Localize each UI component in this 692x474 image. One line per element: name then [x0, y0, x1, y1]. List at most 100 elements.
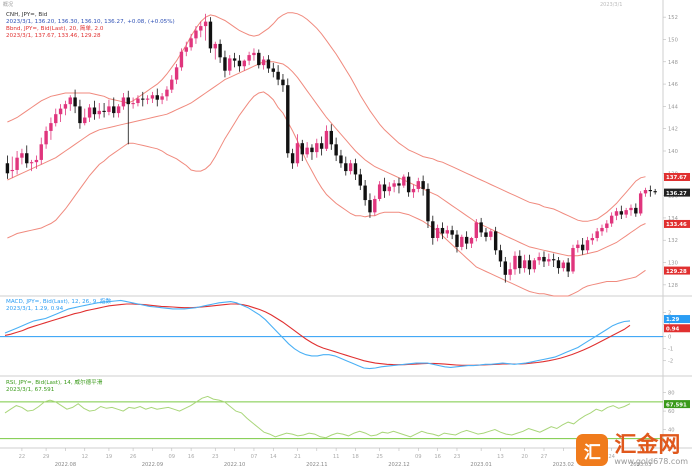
price-ytick-label-3: 134	[668, 216, 679, 222]
candle-body-28	[141, 98, 145, 100]
candle-body-114	[556, 260, 561, 269]
x-tick-label-15: 11	[333, 454, 340, 460]
watermark-url: www.gold678.com	[614, 456, 688, 466]
candle-body-19	[97, 110, 101, 115]
price-legend-4: 2023/3/1, 137.67, 133.46, 129.28	[6, 33, 101, 39]
x-tick-label-8: 16	[188, 454, 195, 460]
candle-body-113	[551, 259, 556, 261]
price-badge-bg-3	[664, 266, 690, 275]
x-tick-label-16: 18	[352, 454, 359, 460]
candle-body-37	[184, 47, 188, 52]
candle-body-98	[479, 222, 483, 233]
rsi-line	[4, 395, 631, 439]
candle-body-76	[373, 198, 377, 213]
macd-badge-bg-1	[664, 324, 690, 333]
candle-body-30	[150, 95, 155, 99]
candle-body-44	[218, 43, 222, 58]
candle-body-84	[411, 188, 416, 193]
macd-ytick-label-2: 0	[668, 335, 671, 341]
candle-body-16	[83, 117, 87, 124]
price-ytick-label-0: 128	[668, 283, 678, 289]
candle-body-70	[344, 163, 348, 172]
candle-body-102	[498, 250, 503, 262]
candle-body-124	[605, 223, 609, 228]
candle-body-77	[377, 184, 382, 199]
candle-body-130	[634, 207, 638, 214]
price-badge-bg-0	[664, 172, 690, 181]
x-tick-label-3: 12	[81, 454, 88, 460]
candle-body-125	[609, 215, 614, 224]
price-badge-bg-2	[664, 219, 690, 228]
candle-body-123	[600, 227, 604, 232]
candle-body-133	[648, 190, 653, 192]
candle-body-60	[295, 143, 300, 164]
x-tick-label-26: 2023.02	[553, 462, 574, 468]
candle-body-107	[522, 260, 527, 269]
x-tick-label-9: 23	[212, 454, 219, 460]
price-legend-1: CNH, JPY=, Bid	[6, 12, 48, 18]
x-tick-label-2: 2022.08	[55, 462, 76, 468]
candle-body-31	[155, 95, 159, 100]
candle-body-87	[426, 188, 430, 222]
macd-badge-bg-0	[664, 315, 690, 324]
candle-body-86	[421, 181, 425, 189]
x-tick-label-21: 23	[454, 454, 461, 460]
candle-body-55	[271, 68, 275, 72]
candle-body-49	[242, 60, 246, 67]
candle-body-118	[576, 244, 580, 249]
candle-body-22	[112, 106, 116, 114]
watermark-text: 汇金网	[614, 432, 681, 458]
price-ytick-label-4: 136	[668, 194, 678, 200]
candle-body-14	[73, 97, 77, 107]
candle-body-9	[49, 123, 53, 131]
candle-body-52	[257, 52, 261, 66]
candle-body-116	[566, 262, 570, 272]
macd-ytick-label-0: -2	[668, 359, 673, 365]
candle-body-74	[363, 185, 367, 201]
candle-body-3	[20, 153, 24, 158]
bollinger-lower	[7, 91, 646, 297]
candle-body-92	[450, 230, 454, 235]
price-badge-1: 136.27	[666, 191, 687, 197]
candle-body-33	[165, 89, 169, 97]
candle-body-10	[54, 114, 58, 124]
candle-body-75	[368, 200, 372, 213]
bollinger-middle	[7, 61, 646, 257]
watermark-logo: 汇	[576, 434, 609, 466]
x-tick-label-13: 21	[294, 454, 301, 460]
candle-body-27	[136, 98, 140, 104]
candle-body-96	[469, 238, 474, 244]
candle-body-46	[228, 58, 232, 71]
candle-body-80	[392, 183, 396, 187]
candle-body-95	[464, 236, 469, 244]
price-ytick-label-1: 130	[668, 261, 678, 267]
candle-body-35	[174, 67, 179, 80]
candle-body-120	[585, 240, 590, 251]
macd-legend-2: 2023/3/1, 1.29, 0.94	[6, 306, 64, 312]
x-tick-label-23: 13	[497, 454, 504, 460]
candle-body-131	[638, 193, 643, 214]
candle-body-4	[25, 153, 29, 164]
candle-body-53	[261, 59, 266, 66]
x-tick-label-20: 16	[434, 454, 441, 460]
candle-body-57	[281, 79, 285, 86]
candle-body-122	[595, 231, 599, 238]
candle-body-106	[518, 255, 522, 269]
candle-body-61	[300, 143, 304, 155]
candle-body-5	[29, 162, 34, 164]
candle-body-134	[653, 191, 657, 193]
price-badge-2: 133.46	[666, 222, 687, 228]
candle-body-32	[160, 96, 164, 100]
candle-body-36	[179, 51, 184, 68]
candle-body-38	[189, 38, 193, 48]
x-tick-label-24: 20	[521, 454, 528, 460]
candle-body-105	[513, 255, 517, 270]
candle-body-43	[213, 43, 217, 49]
candle-body-56	[276, 71, 280, 80]
x-tick-label-29: 2023.03	[630, 462, 651, 468]
x-tick-label-4: 19	[106, 454, 113, 460]
candle-body-89	[435, 227, 440, 238]
